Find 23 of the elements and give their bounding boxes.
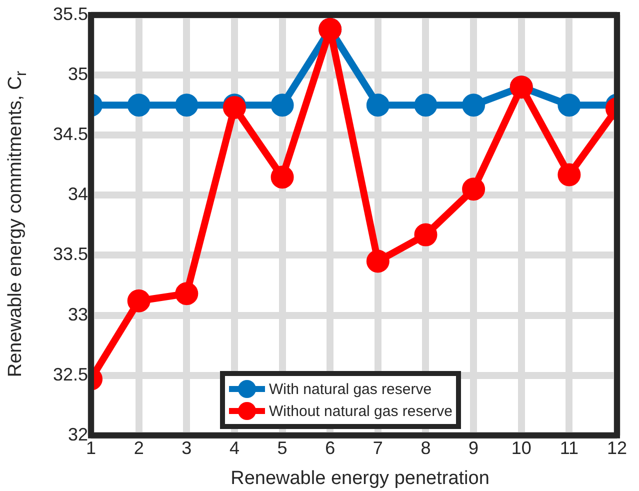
y-tick-label: 34	[68, 184, 88, 204]
x-tick-label: 8	[420, 438, 431, 458]
x-tick-label: 7	[372, 438, 383, 458]
x-tick-label: 12	[606, 438, 628, 458]
x-tick-label: 1	[86, 438, 96, 458]
x-tick-label: 3	[182, 438, 192, 458]
y-tick-label: 35	[68, 64, 88, 84]
y-tick-label: 33.5	[52, 244, 88, 264]
y-tick-label: 34.5	[52, 124, 88, 144]
x-tick-label: 11	[560, 438, 579, 458]
x-tick-label: 10	[511, 438, 532, 458]
y-tick-label: 33	[68, 304, 88, 324]
x-tick-label: 9	[468, 438, 479, 458]
y-tick-label: 32.5	[52, 364, 88, 384]
x-tick-label: 6	[325, 438, 336, 458]
legend-label: Without natural gas reserve	[269, 402, 452, 420]
x-tick-label: 2	[134, 438, 144, 458]
x-tick-label: 4	[229, 438, 240, 458]
x-axis-title: Renewable energy penetration	[230, 468, 490, 490]
y-tick-label: 35.5	[52, 4, 88, 24]
y-tick-label: 32	[68, 424, 88, 444]
legend-label: With natural gas reserve	[269, 380, 432, 398]
x-tick-label: 5	[277, 438, 288, 458]
